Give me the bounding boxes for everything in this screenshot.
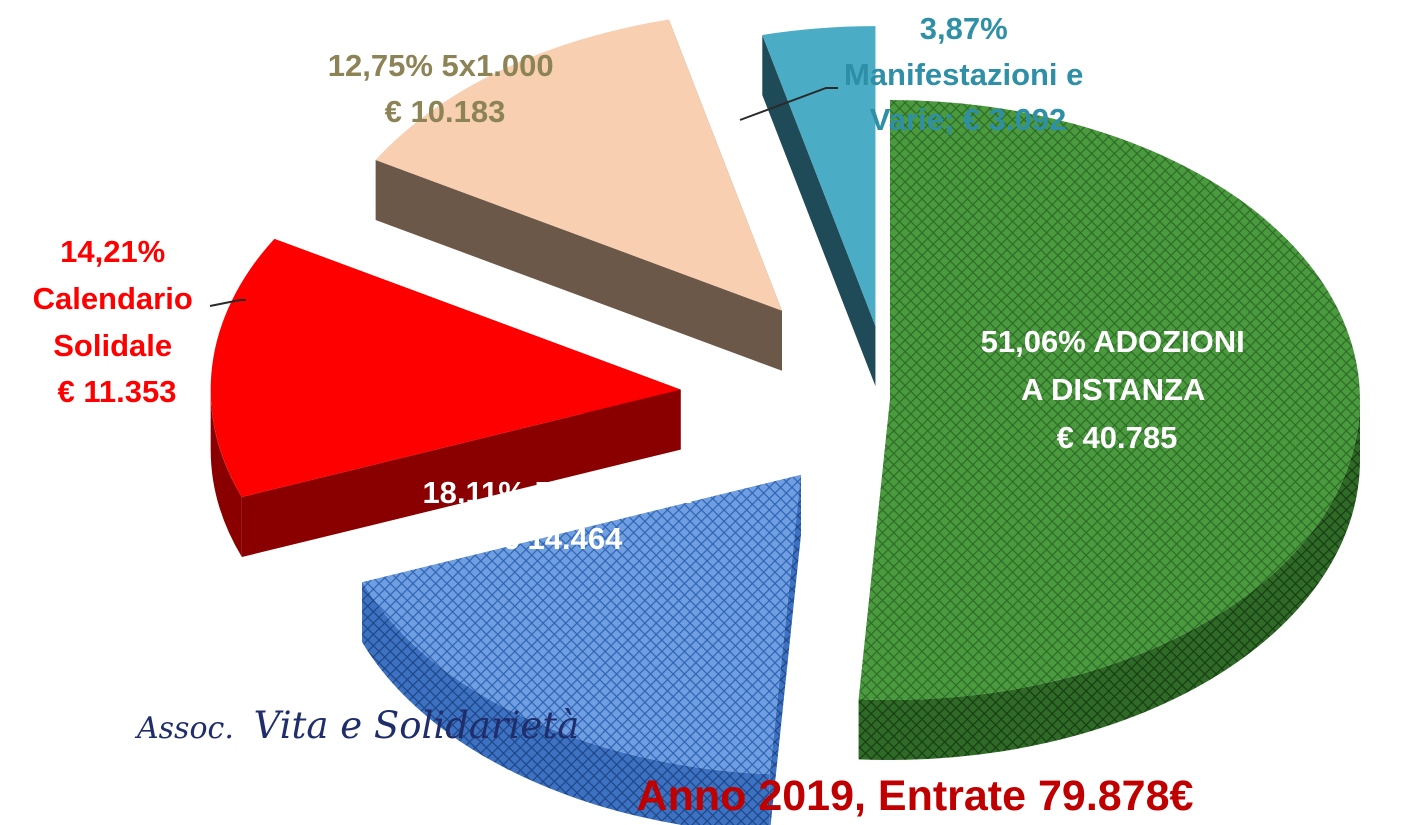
slice-top-adozioni <box>858 100 1360 700</box>
slice-wall-progetti-0 <box>769 474 801 825</box>
slice-top-progetti <box>362 474 801 775</box>
slice-label-calendario: 14,21% Calendario Solidale € 11.353 <box>33 234 202 409</box>
signature-name: Vita e Solidarietà <box>254 704 580 747</box>
slice-top-cinquexmille <box>375 19 782 311</box>
pie-slice-progetti <box>362 474 801 825</box>
slice-top-calendario <box>210 238 681 498</box>
pie-slice-calendario <box>210 238 681 558</box>
pie-slice-cinquexmille <box>375 19 782 371</box>
slice-label-cinquexmille: 12,75% 5x1.000 € 10.183 <box>328 48 562 129</box>
slice-wall-manifestazioni-0 <box>762 34 876 387</box>
leader-line-calendario <box>209 299 246 307</box>
slice-rim-adozioni-0 <box>858 400 1360 761</box>
slice-wall-cinquexmille-0 <box>375 159 782 371</box>
slice-label-adozioni: 51,06% ADOZIONI A DISTANZA € 40.785 <box>981 324 1254 455</box>
slice-label-manifestazioni: 3,87% Manifestazioni e Varie; € 3.092 <box>844 11 1092 137</box>
footer-caption: Anno 2019, Entrate 79.878€ <box>637 772 1194 820</box>
leader-line-manifestazioni <box>739 87 838 121</box>
slice-label-progetti: 18,11% PROGETTI € 14.464 <box>422 475 701 556</box>
pie-slice-adozioni <box>858 100 1360 761</box>
signature-prefix: Assoc. <box>134 711 234 746</box>
slice-wall-calendario-0 <box>241 389 681 558</box>
slice-rim-progetti-0 <box>362 582 770 825</box>
pie-slices <box>210 19 1360 825</box>
slice-rim-calendario-0 <box>210 389 242 558</box>
association-signature: Assoc. Vita e Solidarietà <box>134 704 579 747</box>
